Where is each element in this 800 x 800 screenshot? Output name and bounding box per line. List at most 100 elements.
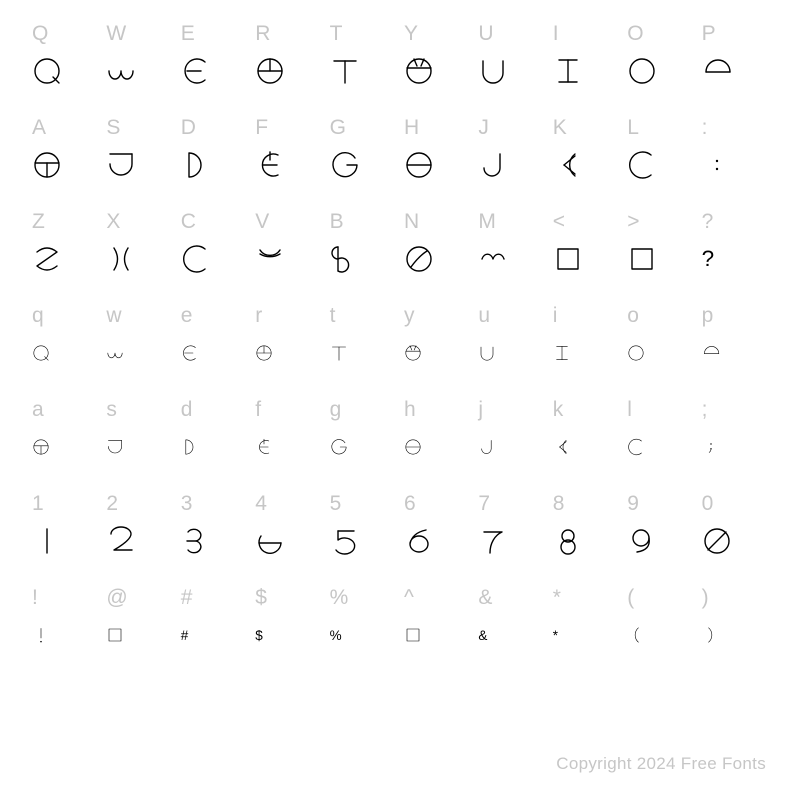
- reference-char: 1: [32, 488, 44, 518]
- glyph-cell: D: [177, 112, 251, 206]
- glyph-cell: r: [251, 300, 325, 394]
- glyph-cell: e: [177, 300, 251, 394]
- reference-char: V: [255, 206, 270, 236]
- reference-char: !: [32, 582, 38, 612]
- reference-char: &: [478, 582, 493, 612]
- glyph-cell: S: [102, 112, 176, 206]
- glyph-cell: d: [177, 394, 251, 488]
- reference-char: P: [702, 18, 717, 48]
- reference-char: W: [106, 18, 126, 48]
- reference-char: r: [255, 300, 263, 330]
- glyph-cell: U: [474, 18, 548, 112]
- font-glyph: [106, 48, 136, 94]
- glyph-cell: H: [400, 112, 474, 206]
- font-glyph: [478, 142, 508, 188]
- character-map-grid: QWERTYUIOPASDFGHJKL:ZXCVBNM<>??qwertyuio…: [0, 0, 800, 676]
- glyph-cell: j: [474, 394, 548, 488]
- font-glyph: *: [553, 612, 558, 658]
- font-glyph: [32, 142, 62, 188]
- glyph-cell: K: [549, 112, 623, 206]
- font-glyph: [181, 142, 211, 188]
- font-glyph: [255, 330, 273, 376]
- glyph-cell: C: [177, 206, 251, 300]
- font-glyph: [255, 424, 273, 470]
- font-glyph: [181, 48, 211, 94]
- glyph-cell: I: [549, 18, 623, 112]
- font-glyph: [702, 142, 732, 188]
- font-glyph: [404, 612, 422, 658]
- glyph-cell: s: [102, 394, 176, 488]
- glyph-cell: F: [251, 112, 325, 206]
- reference-char: >: [627, 206, 640, 236]
- glyph-cell: 2: [102, 488, 176, 582]
- glyph-cell: 9: [623, 488, 697, 582]
- glyph-cell: L: [623, 112, 697, 206]
- font-glyph: [478, 48, 508, 94]
- reference-char: $: [255, 582, 267, 612]
- reference-char: t: [330, 300, 336, 330]
- font-glyph: [106, 424, 124, 470]
- reference-char: a: [32, 394, 44, 424]
- reference-char: 4: [255, 488, 267, 518]
- font-glyph: [627, 612, 645, 658]
- reference-char: J: [478, 112, 489, 142]
- reference-char: U: [478, 18, 494, 48]
- font-glyph: [255, 142, 285, 188]
- font-glyph: %: [330, 612, 342, 658]
- reference-char: D: [181, 112, 197, 142]
- font-glyph: [32, 424, 50, 470]
- reference-char: g: [330, 394, 342, 424]
- reference-char: <: [553, 206, 566, 236]
- glyph-cell: u: [474, 300, 548, 394]
- reference-char: #: [181, 582, 193, 612]
- glyph-cell: ;: [698, 394, 772, 488]
- font-glyph: [330, 236, 360, 282]
- reference-char: 3: [181, 488, 193, 518]
- reference-char: 9: [627, 488, 639, 518]
- font-glyph: [702, 48, 732, 94]
- glyph-cell: V: [251, 206, 325, 300]
- reference-char: 2: [106, 488, 118, 518]
- glyph-cell: o: [623, 300, 697, 394]
- font-glyph: [627, 142, 657, 188]
- reference-char: j: [478, 394, 483, 424]
- glyph-cell: >: [623, 206, 697, 300]
- font-glyph: [255, 518, 285, 564]
- reference-char: *: [553, 582, 562, 612]
- font-glyph: [255, 48, 285, 94]
- glyph-cell: @: [102, 582, 176, 676]
- reference-char: L: [627, 112, 639, 142]
- font-glyph: [553, 330, 571, 376]
- reference-char: d: [181, 394, 193, 424]
- glyph-cell: !: [28, 582, 102, 676]
- font-glyph: [32, 518, 62, 564]
- glyph-cell: %%: [326, 582, 400, 676]
- font-glyph: &: [478, 612, 487, 658]
- reference-char: k: [553, 394, 564, 424]
- reference-char: I: [553, 18, 559, 48]
- reference-char: p: [702, 300, 714, 330]
- reference-char: 5: [330, 488, 342, 518]
- glyph-cell: h: [400, 394, 474, 488]
- glyph-cell: A: [28, 112, 102, 206]
- reference-char: h: [404, 394, 416, 424]
- reference-char: @: [106, 582, 128, 612]
- reference-char: 7: [478, 488, 490, 518]
- font-glyph: [330, 142, 360, 188]
- reference-char: O: [627, 18, 644, 48]
- font-glyph: [32, 236, 62, 282]
- font-glyph: [478, 518, 508, 564]
- glyph-cell: :: [698, 112, 772, 206]
- reference-char: 0: [702, 488, 714, 518]
- glyph-cell: y: [400, 300, 474, 394]
- reference-char: R: [255, 18, 271, 48]
- reference-char: %: [330, 582, 349, 612]
- font-glyph: [478, 424, 496, 470]
- glyph-cell: a: [28, 394, 102, 488]
- glyph-cell: O: [623, 18, 697, 112]
- glyph-cell: l: [623, 394, 697, 488]
- font-glyph: [702, 612, 720, 658]
- glyph-cell: 7: [474, 488, 548, 582]
- reference-char: e: [181, 300, 193, 330]
- font-glyph: [106, 518, 136, 564]
